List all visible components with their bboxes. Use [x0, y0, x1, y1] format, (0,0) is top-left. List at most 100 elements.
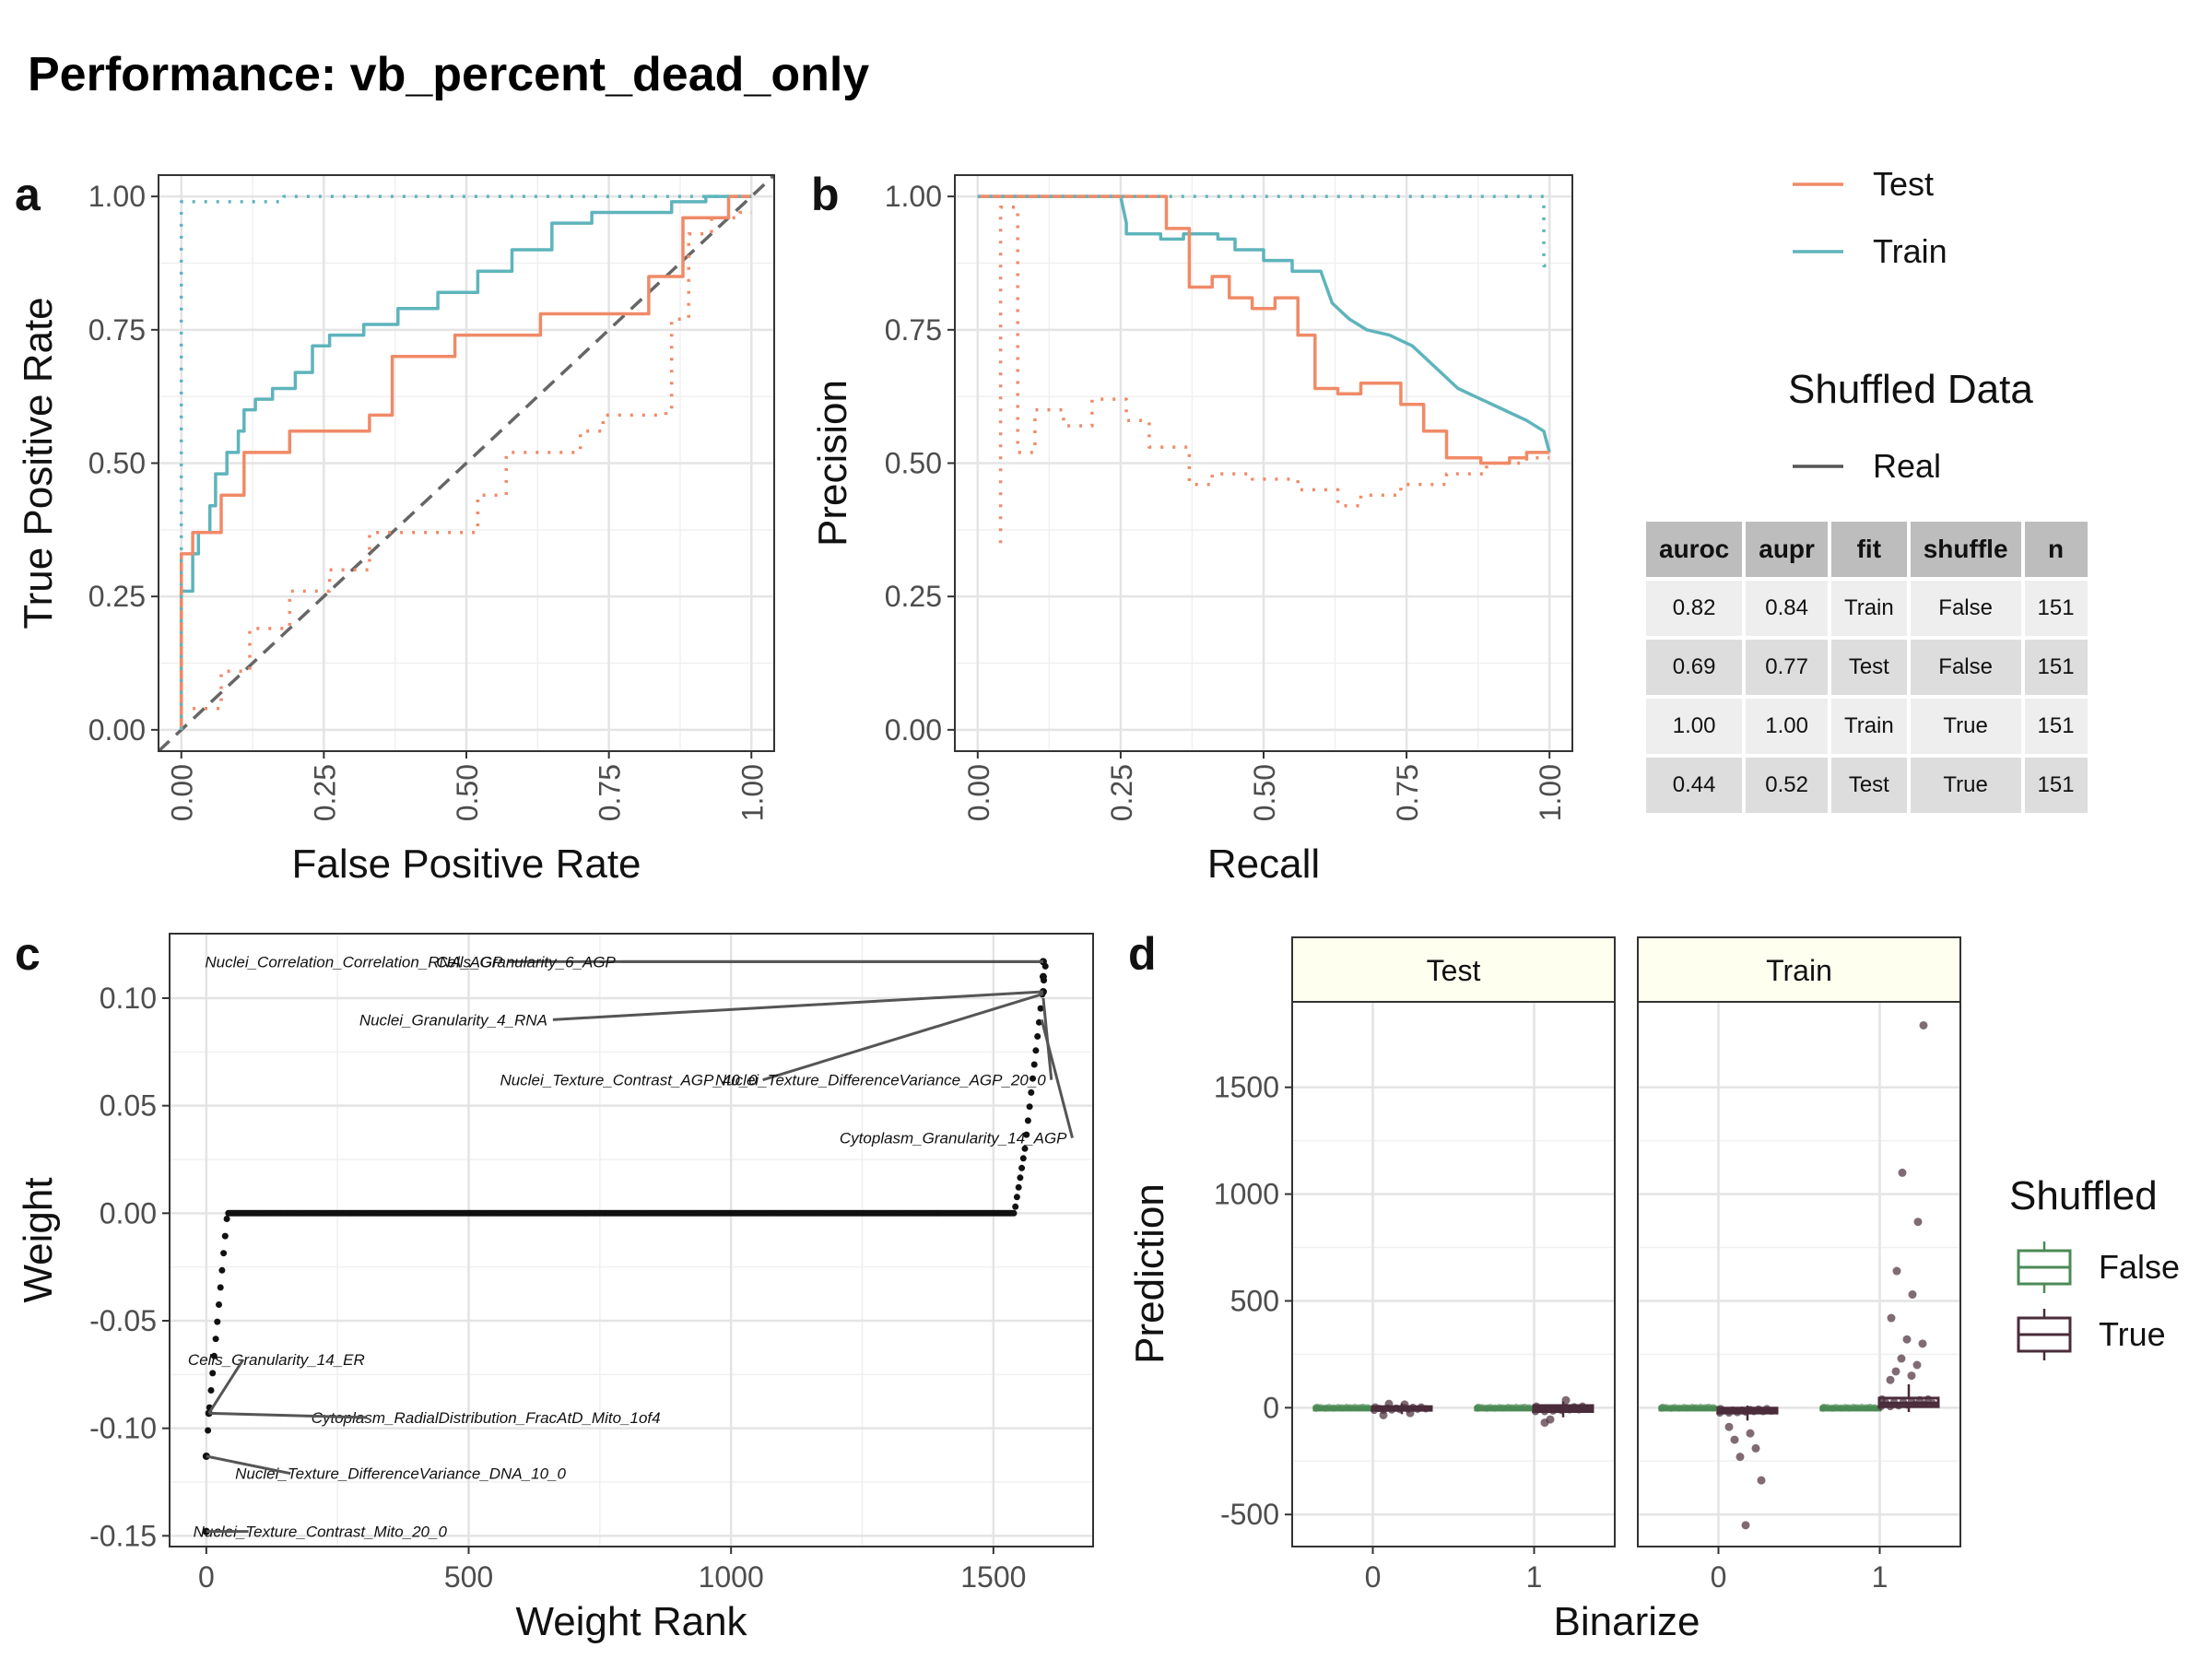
- prediction-outlier: [1902, 1335, 1912, 1344]
- prediction-point: [1725, 1409, 1733, 1418]
- weight-point: [1030, 1075, 1036, 1082]
- table-cell: True: [1910, 699, 2021, 754]
- prediction-point: [1575, 1406, 1583, 1414]
- col-aupr: aupr: [1746, 522, 1828, 577]
- x-axis-title: False Positive Rate: [291, 841, 641, 887]
- prediction-outlier: [1919, 1020, 1928, 1030]
- feature-label-connector: [207, 1359, 245, 1415]
- x-tick-label: 1.00: [735, 764, 769, 821]
- feature-label-connector: [206, 1454, 291, 1476]
- prediction-outlier: [1908, 1290, 1917, 1300]
- prediction-outlier: [1907, 1371, 1916, 1381]
- weight-point: [1039, 972, 1047, 981]
- prediction-point: [1759, 1407, 1767, 1416]
- prediction-point: [1908, 1396, 1915, 1405]
- figure-title: Performance: vb_percent_dead_only: [28, 48, 869, 101]
- roc-curve-train-shuffled: [179, 194, 752, 730]
- facet-strip-label: Test: [1427, 954, 1481, 987]
- table-cell: False: [1910, 581, 2021, 636]
- col-fit: fit: [1830, 522, 1907, 577]
- prediction-point: [1335, 1404, 1342, 1412]
- prediction-point: [1313, 1403, 1321, 1411]
- x-tick-label: 1500: [960, 1560, 1026, 1594]
- table-cell: Test: [1830, 758, 1907, 813]
- panel-letter: d: [1128, 928, 1157, 980]
- prediction-point: [1878, 1394, 1886, 1403]
- weight-point: [207, 1387, 215, 1394]
- table-cell: 151: [2024, 581, 2088, 636]
- prediction-outlier: [1400, 1400, 1409, 1409]
- prediction-point: [1680, 1404, 1688, 1412]
- x-tick-label: 0.75: [594, 764, 627, 821]
- y-tick-label: 0.25: [885, 580, 942, 613]
- weight-point: [205, 1427, 212, 1434]
- y-axis-title: True Positive Rate: [16, 297, 61, 629]
- feature-label: Nuclei_Texture_DifferenceVariance_DNA_10…: [235, 1465, 566, 1483]
- prediction-point: [1710, 1404, 1717, 1412]
- panel-grid: [159, 175, 774, 751]
- panel-letter: b: [811, 169, 840, 220]
- prediction-point: [1583, 1405, 1591, 1413]
- prediction-point: [1393, 1404, 1400, 1412]
- legend-label: True: [2099, 1315, 2166, 1353]
- prediction-point: [1475, 1403, 1482, 1411]
- prediction-outlier: [1918, 1339, 1927, 1348]
- feature-label-connector: [1040, 1018, 1074, 1139]
- prediction-point: [1343, 1404, 1350, 1412]
- weight-point: [214, 1318, 221, 1325]
- prediction-point: [1667, 1404, 1675, 1412]
- feature-label: Nuclei_Granularity_4_RNA: [359, 1011, 547, 1029]
- feature-label-connector: [762, 992, 1044, 1082]
- prediction-point: [1504, 1404, 1512, 1412]
- pr-curve-test-shuffled: [998, 205, 1550, 544]
- weight-point: [1024, 1117, 1031, 1124]
- prediction-point: [1863, 1404, 1870, 1412]
- prediction-outlier: [1751, 1443, 1760, 1453]
- pr-curve-train-real: [977, 194, 1551, 453]
- prediction-point: [1371, 1403, 1379, 1411]
- x-axis-title: Recall: [1207, 841, 1320, 887]
- prediction-point: [1364, 1404, 1371, 1412]
- table-cell: 0.77: [1746, 640, 1828, 695]
- table-row: 1.00 1.00 Train True 151: [1646, 699, 2088, 754]
- table-cell: 0.69: [1646, 640, 1743, 695]
- weight-point: [221, 1232, 229, 1240]
- weight-point: [1026, 1103, 1033, 1111]
- x-tick-label: 0: [1711, 1560, 1727, 1594]
- prediction-outlier: [1886, 1375, 1895, 1384]
- weight-point: [1021, 1145, 1029, 1152]
- prediction-point: [1533, 1402, 1540, 1410]
- prediction-point: [1562, 1403, 1570, 1411]
- y-tick-label: 1500: [1214, 1071, 1279, 1104]
- prediction-point: [1829, 1404, 1836, 1412]
- y-tick-label: 0.50: [88, 447, 146, 480]
- y-tick-label: 0.05: [100, 1089, 157, 1123]
- y-tick-label: 0.75: [885, 313, 942, 347]
- weight-point: [217, 1284, 224, 1291]
- prediction-point: [1541, 1407, 1548, 1416]
- table-cell: 151: [2024, 640, 2088, 695]
- feature-label: Cytoplasm_RadialDistribution_FracAtD_Mit…: [312, 1409, 661, 1427]
- table-cell: 151: [2024, 699, 2088, 754]
- prediction-point: [1841, 1404, 1849, 1412]
- prediction-outlier: [1757, 1476, 1766, 1485]
- prediction-point: [1322, 1404, 1329, 1412]
- prediction-outlier: [1892, 1266, 1901, 1276]
- table-cell: False: [1910, 640, 2021, 695]
- prediction-point: [1820, 1403, 1828, 1411]
- weight-point: [1018, 1164, 1026, 1171]
- prediction-outlier: [1730, 1435, 1739, 1444]
- prediction-outlier: [1887, 1313, 1896, 1323]
- prediction-point: [1356, 1404, 1363, 1412]
- prediction-outlier: [1735, 1453, 1745, 1462]
- y-axis-title: Prediction: [1127, 1183, 1172, 1364]
- x-tick-label: 0: [1365, 1560, 1382, 1594]
- y-tick-label: -500: [1220, 1498, 1279, 1531]
- weight-point: [1037, 1005, 1044, 1012]
- weight-point: [1012, 1203, 1019, 1210]
- table-cell: 0.84: [1746, 581, 1828, 636]
- weight-point: [1032, 1047, 1040, 1054]
- feature-label: Nuclei_Texture_DifferenceVariance_AGP_20…: [715, 1072, 1046, 1089]
- pr-curve-train-shuffled: [977, 194, 1550, 268]
- table-cell: 0.52: [1746, 758, 1828, 813]
